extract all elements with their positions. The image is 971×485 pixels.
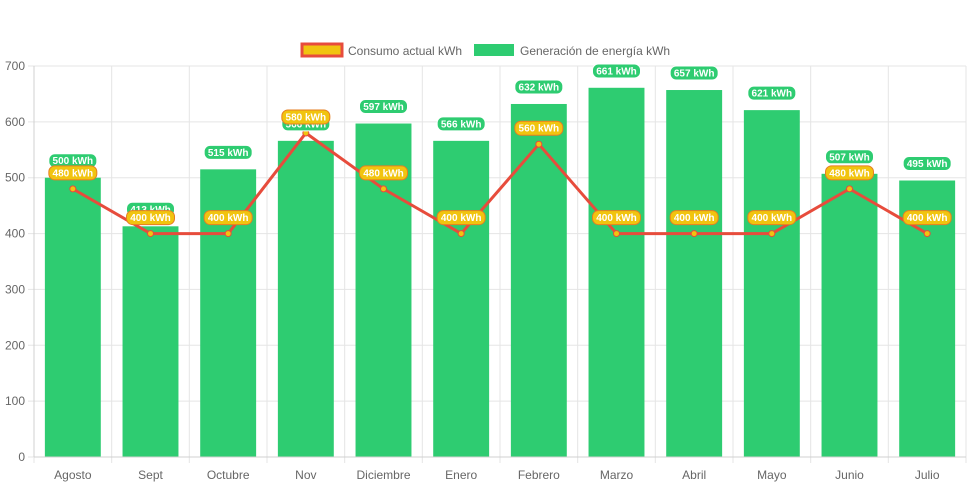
line-data-label: 400 kWh bbox=[208, 213, 249, 224]
line-data-label-bg bbox=[514, 120, 564, 136]
line-data-label-bg bbox=[436, 210, 486, 226]
bar-generacion[interactable] bbox=[433, 140, 490, 457]
x-tick-label: Octubre bbox=[207, 468, 250, 482]
line-data-label: 400 kWh bbox=[441, 213, 482, 224]
line-data-label: 400 kWh bbox=[752, 213, 793, 224]
x-tick-label: Marzo bbox=[600, 468, 634, 482]
bar-data-label-bg bbox=[436, 116, 486, 132]
line-data-label: 480 kWh bbox=[363, 168, 404, 179]
line-data-label: 400 kWh bbox=[596, 213, 637, 224]
bar-data-label-bg bbox=[203, 144, 253, 160]
line-data-label-bg bbox=[359, 165, 408, 181]
point-consumo[interactable] bbox=[380, 185, 387, 193]
bar-generacion[interactable] bbox=[277, 140, 334, 457]
point-consumo[interactable] bbox=[613, 230, 620, 238]
bar-data-label: 507 kWh bbox=[829, 152, 870, 163]
bar-data-label: 657 kWh bbox=[674, 69, 715, 80]
line-data-label-bg bbox=[825, 165, 874, 181]
bar-data-label-bg bbox=[902, 156, 952, 172]
bar-generacion[interactable] bbox=[821, 173, 878, 457]
point-consumo[interactable] bbox=[690, 230, 698, 238]
bar-data-label-bg bbox=[592, 63, 641, 79]
bar-data-label-bg bbox=[359, 99, 408, 115]
point-consumo[interactable] bbox=[457, 230, 465, 238]
bar-data-label: 597 kWh bbox=[363, 102, 404, 113]
bar-generacion[interactable] bbox=[122, 226, 179, 457]
x-tick-label: Enero bbox=[445, 468, 477, 482]
x-tick-label: Sept bbox=[138, 468, 163, 482]
point-consumo[interactable] bbox=[147, 230, 154, 238]
bar-data-label-bg bbox=[825, 149, 874, 165]
y-tick-label: 700 bbox=[5, 59, 25, 73]
axis-layer: 0 100 200 300 400 500 600 700 Agosto Sept Octubre N… bbox=[5, 59, 966, 482]
y-tick-label: 400 bbox=[5, 227, 25, 241]
line-data-label-bg bbox=[592, 210, 641, 226]
x-tick-label: Diciembre bbox=[356, 468, 410, 482]
x-tick-label: Agosto bbox=[54, 468, 92, 482]
bars-layer bbox=[44, 87, 956, 458]
x-tick-label: Junio bbox=[835, 468, 864, 482]
legend: Consumo actual kWh Generación de energía … bbox=[300, 42, 670, 58]
bar-generacion[interactable] bbox=[899, 180, 956, 457]
line-data-label-bg bbox=[126, 210, 175, 226]
line-data-label-bg bbox=[48, 165, 98, 181]
bar-generacion[interactable] bbox=[510, 103, 567, 458]
line-data-label-bg bbox=[669, 210, 719, 226]
bar-data-label: 621 kWh bbox=[752, 89, 793, 100]
line-layer bbox=[69, 129, 931, 238]
bar-data-label-bg bbox=[747, 85, 797, 101]
bar-data-label: 566 kWh bbox=[286, 119, 327, 130]
line-data-label: 400 kWh bbox=[674, 213, 715, 224]
y-tick-label: 200 bbox=[5, 338, 25, 352]
bar-generacion[interactable] bbox=[743, 110, 800, 458]
line-consumo bbox=[72, 131, 928, 236]
bar-data-label-bg bbox=[514, 79, 564, 95]
line-data-label: 480 kWh bbox=[829, 168, 870, 179]
bar-generacion[interactable] bbox=[666, 90, 723, 458]
line-data-label-bg bbox=[281, 109, 331, 125]
y-tick-label: 100 bbox=[5, 394, 25, 408]
x-tick-label: Nov bbox=[295, 468, 316, 482]
bar-data-label: 500 kWh bbox=[53, 156, 94, 167]
x-tick-label: Febrero bbox=[518, 468, 560, 482]
line-data-label-bg bbox=[902, 210, 952, 226]
bar-generacion[interactable] bbox=[588, 87, 645, 457]
bar-data-label: 566 kWh bbox=[441, 119, 482, 130]
x-tick-label: Abril bbox=[682, 468, 706, 482]
legend-label-generacion[interactable]: Generación de energía kWh bbox=[520, 44, 670, 58]
x-tick-label: Julio bbox=[915, 468, 940, 482]
bar-generacion[interactable] bbox=[44, 177, 101, 457]
point-consumo[interactable] bbox=[846, 185, 853, 193]
y-tick-label: 500 bbox=[5, 171, 25, 185]
point-consumo[interactable] bbox=[535, 140, 543, 148]
bar-data-label: 495 kWh bbox=[907, 159, 948, 170]
line-data-label: 580 kWh bbox=[286, 113, 327, 124]
line-data-label: 560 kWh bbox=[519, 124, 560, 135]
y-tick-label: 300 bbox=[5, 282, 25, 296]
point-consumo[interactable] bbox=[224, 230, 232, 238]
line-data-label: 480 kWh bbox=[53, 168, 94, 179]
x-tick-label: Mayo bbox=[757, 468, 787, 482]
bar-data-label: 515 kWh bbox=[208, 148, 249, 159]
y-tick-label: 0 bbox=[18, 450, 25, 464]
y-tick-label: 600 bbox=[5, 115, 25, 129]
point-consumo[interactable] bbox=[768, 230, 776, 238]
line-data-label: 400 kWh bbox=[130, 213, 171, 224]
bar-data-label: 632 kWh bbox=[519, 82, 560, 93]
line-data-label-bg bbox=[203, 210, 253, 226]
legend-label-consumo[interactable]: Consumo actual kWh bbox=[348, 44, 462, 58]
legend-swatch-generacion[interactable] bbox=[474, 44, 514, 56]
bar-data-label: 661 kWh bbox=[596, 67, 637, 78]
point-consumo[interactable] bbox=[69, 185, 77, 193]
legend-swatch-consumo[interactable] bbox=[300, 42, 344, 58]
line-data-label: 400 kWh bbox=[907, 213, 948, 224]
point-consumo[interactable] bbox=[923, 230, 931, 238]
line-data-label-bg bbox=[747, 210, 797, 226]
bar-data-label-bg bbox=[669, 65, 719, 81]
grid-layer bbox=[28, 65, 967, 463]
